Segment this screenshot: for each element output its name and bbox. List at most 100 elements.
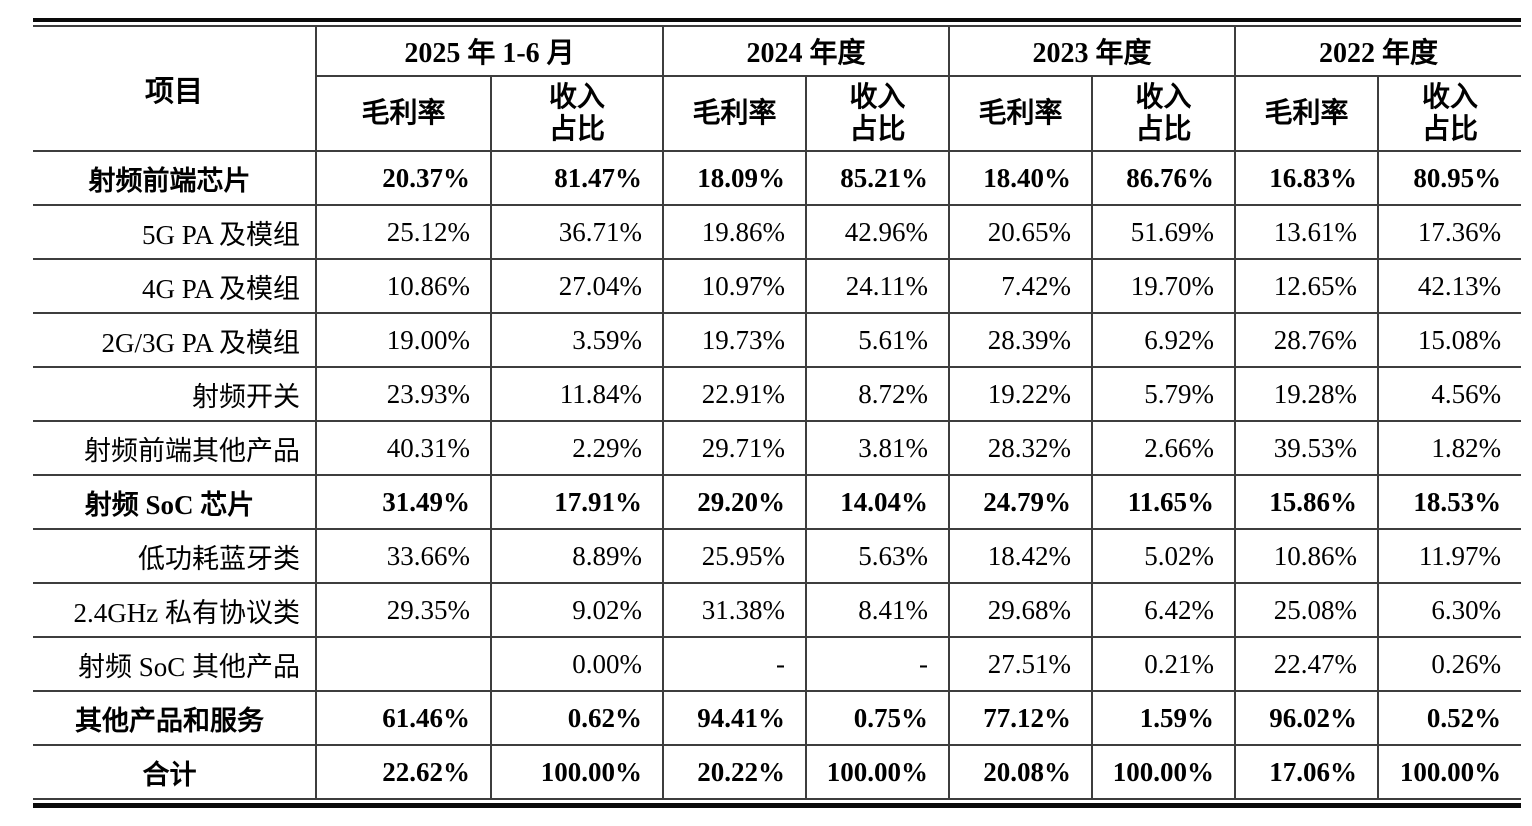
revenue-share-value: 19.70% xyxy=(1091,258,1237,314)
revenue-share-value: 5.63% xyxy=(805,528,951,584)
item-column-header: 项目 xyxy=(33,25,317,152)
gross-margin-value: 61.46% xyxy=(315,690,492,746)
gross-margin-value: 19.00% xyxy=(315,312,492,368)
period-header-2022: 2022 年度 xyxy=(1234,25,1522,77)
gross-margin-value: 20.08% xyxy=(948,744,1094,800)
gross-margin-value: 10.86% xyxy=(1234,528,1380,584)
revenue-share-value: 14.04% xyxy=(805,474,951,530)
table-body: 射频前端芯片 20.37% 81.47% 18.09% 85.21% 18.40% 86.7… xyxy=(33,150,1522,800)
gross-margin-value: 96.02% xyxy=(1234,690,1380,746)
gross-margin-value: 29.68% xyxy=(948,582,1094,638)
period-header-2023: 2023 年度 xyxy=(948,25,1237,77)
revenue-share-value: 0.62% xyxy=(489,690,665,746)
row-label: 射频开关 xyxy=(33,366,317,422)
revenue-share-value: 11.97% xyxy=(1377,528,1522,584)
gross-margin-revenue-table: 项目 2025 年 1-6 月 2024 年度 2023 年度 2022 年度 … xyxy=(33,25,1522,800)
row-label: 4G PA 及模组 xyxy=(33,258,317,314)
revenue-share-value: 8.72% xyxy=(805,366,951,422)
table-row: 射频开关 23.93% 11.84% 22.91% 8.72% 19.22% 5.79% 19… xyxy=(33,366,1522,422)
gross-margin-value: 25.12% xyxy=(315,204,492,260)
gross-margin-value: - xyxy=(662,636,808,692)
gross-margin-value: 18.42% xyxy=(948,528,1094,584)
table-row: 射频前端芯片 20.37% 81.47% 18.09% 85.21% 18.40% 86.7… xyxy=(33,150,1522,206)
gross-margin-value: 28.76% xyxy=(1234,312,1380,368)
revenue-share-value: 17.36% xyxy=(1377,204,1522,260)
gross-margin-value: 20.22% xyxy=(662,744,808,800)
table-wrapper: 项目 2025 年 1-6 月 2024 年度 2023 年度 2022 年度 … xyxy=(33,18,1522,808)
revenue-share-value: 3.59% xyxy=(489,312,665,368)
revenue-share-value: 15.08% xyxy=(1377,312,1522,368)
gross-margin-value: 19.86% xyxy=(662,204,808,260)
table-row: 2G/3G PA 及模组 19.00% 3.59% 19.73% 5.61% 28.39%… xyxy=(33,312,1522,368)
margin-header-2022: 毛利率 xyxy=(1234,75,1380,152)
revenue-share-value: 42.13% xyxy=(1377,258,1522,314)
gross-margin-value: 29.35% xyxy=(315,582,492,638)
gross-margin-value: 12.65% xyxy=(1234,258,1380,314)
row-label: 2G/3G PA 及模组 xyxy=(33,312,317,368)
revenue-share-value: - xyxy=(805,636,951,692)
period-header-row: 项目 2025 年 1-6 月 2024 年度 2023 年度 2022 年度 xyxy=(33,25,1522,152)
gross-margin-value: 10.97% xyxy=(662,258,808,314)
gross-margin-value: 28.39% xyxy=(948,312,1094,368)
revenue-share-value: 100.00% xyxy=(805,744,951,800)
revenue-share-value: 100.00% xyxy=(1091,744,1237,800)
table-row: 4G PA 及模组 10.86% 27.04% 10.97% 24.11% 7.42% 19… xyxy=(33,258,1522,314)
revenue-share-value: 6.30% xyxy=(1377,582,1522,638)
revenue-share-value: 1.59% xyxy=(1091,690,1237,746)
gross-margin-value: 19.28% xyxy=(1234,366,1380,422)
table-row: 2.4GHz 私有协议类 29.35% 9.02% 31.38% 8.41% 29.68%… xyxy=(33,582,1522,638)
row-label: 5G PA 及模组 xyxy=(33,204,317,260)
share-header-2022: 收入 占比 xyxy=(1377,75,1522,152)
revenue-share-value: 51.69% xyxy=(1091,204,1237,260)
gross-margin-value: 18.09% xyxy=(662,150,808,206)
revenue-share-value: 11.84% xyxy=(489,366,665,422)
gross-margin-value: 24.79% xyxy=(948,474,1094,530)
period-header-2024: 2024 年度 xyxy=(662,25,951,77)
table-row: 射频 SoC 其他产品 0.00% - -27.51% 0.21% 22.47% 0.26% xyxy=(33,636,1522,692)
gross-margin-value: 31.38% xyxy=(662,582,808,638)
table-row: 低功耗蓝牙类 33.66% 8.89% 25.95% 5.63% 18.42% 5.02% 1… xyxy=(33,528,1522,584)
revenue-share-value: 6.42% xyxy=(1091,582,1237,638)
revenue-share-value: 2.66% xyxy=(1091,420,1237,476)
gross-margin-value: 20.37% xyxy=(315,150,492,206)
period-header-2025h1: 2025 年 1-6 月 xyxy=(314,25,665,77)
gross-margin-value: 23.93% xyxy=(315,366,492,422)
gross-margin-value: 17.06% xyxy=(1234,744,1380,800)
table-row: 射频 SoC 芯片 31.49% 17.91% 29.20% 14.04% 24.79% 1… xyxy=(33,474,1522,530)
row-label: 低功耗蓝牙类 xyxy=(33,528,317,584)
revenue-share-value: 8.89% xyxy=(489,528,665,584)
revenue-share-value: 11.65% xyxy=(1091,474,1237,530)
revenue-share-value: 85.21% xyxy=(805,150,951,206)
gross-margin-value: 33.66% xyxy=(315,528,492,584)
gross-margin-value: 31.49% xyxy=(315,474,492,530)
revenue-share-value: 3.81% xyxy=(805,420,951,476)
revenue-share-value: 4.56% xyxy=(1377,366,1522,422)
share-header-2023: 收入 占比 xyxy=(1091,75,1237,152)
gross-margin-value: 16.83% xyxy=(1234,150,1380,206)
revenue-share-value: 2.29% xyxy=(489,420,665,476)
gross-margin-value: 22.47% xyxy=(1234,636,1380,692)
revenue-share-value: 1.82% xyxy=(1377,420,1522,476)
table-row: 射频前端其他产品 40.31% 2.29% 29.71% 3.81% 28.32% 2.66… xyxy=(33,420,1522,476)
revenue-share-value: 100.00% xyxy=(1377,744,1522,800)
revenue-share-value: 27.04% xyxy=(489,258,665,314)
table-row: 5G PA 及模组 25.12% 36.71% 19.86% 42.96% 20.65% 5… xyxy=(33,204,1522,260)
revenue-share-value: 5.61% xyxy=(805,312,951,368)
margin-header-2024: 毛利率 xyxy=(662,75,808,152)
row-label: 射频 SoC 其他产品 xyxy=(33,636,317,692)
gross-margin-value: 29.20% xyxy=(662,474,808,530)
row-label: 2.4GHz 私有协议类 xyxy=(33,582,317,638)
revenue-share-value: 0.75% xyxy=(805,690,951,746)
gross-margin-value: 39.53% xyxy=(1234,420,1380,476)
table-row: 其他产品和服务 61.46% 0.62% 94.41% 0.75% 77.12% 1.59%… xyxy=(33,690,1522,746)
revenue-share-value: 0.00% xyxy=(489,636,665,692)
row-label: 射频前端其他产品 xyxy=(33,420,317,476)
revenue-share-value: 0.52% xyxy=(1377,690,1522,746)
gross-margin-value: 19.22% xyxy=(948,366,1094,422)
revenue-share-value: 100.00% xyxy=(489,744,665,800)
margin-header-2025h1: 毛利率 xyxy=(316,75,492,152)
gross-margin-value: 20.65% xyxy=(948,204,1094,260)
row-label: 其他产品和服务 xyxy=(33,690,317,746)
gross-margin-value: 25.08% xyxy=(1234,582,1380,638)
